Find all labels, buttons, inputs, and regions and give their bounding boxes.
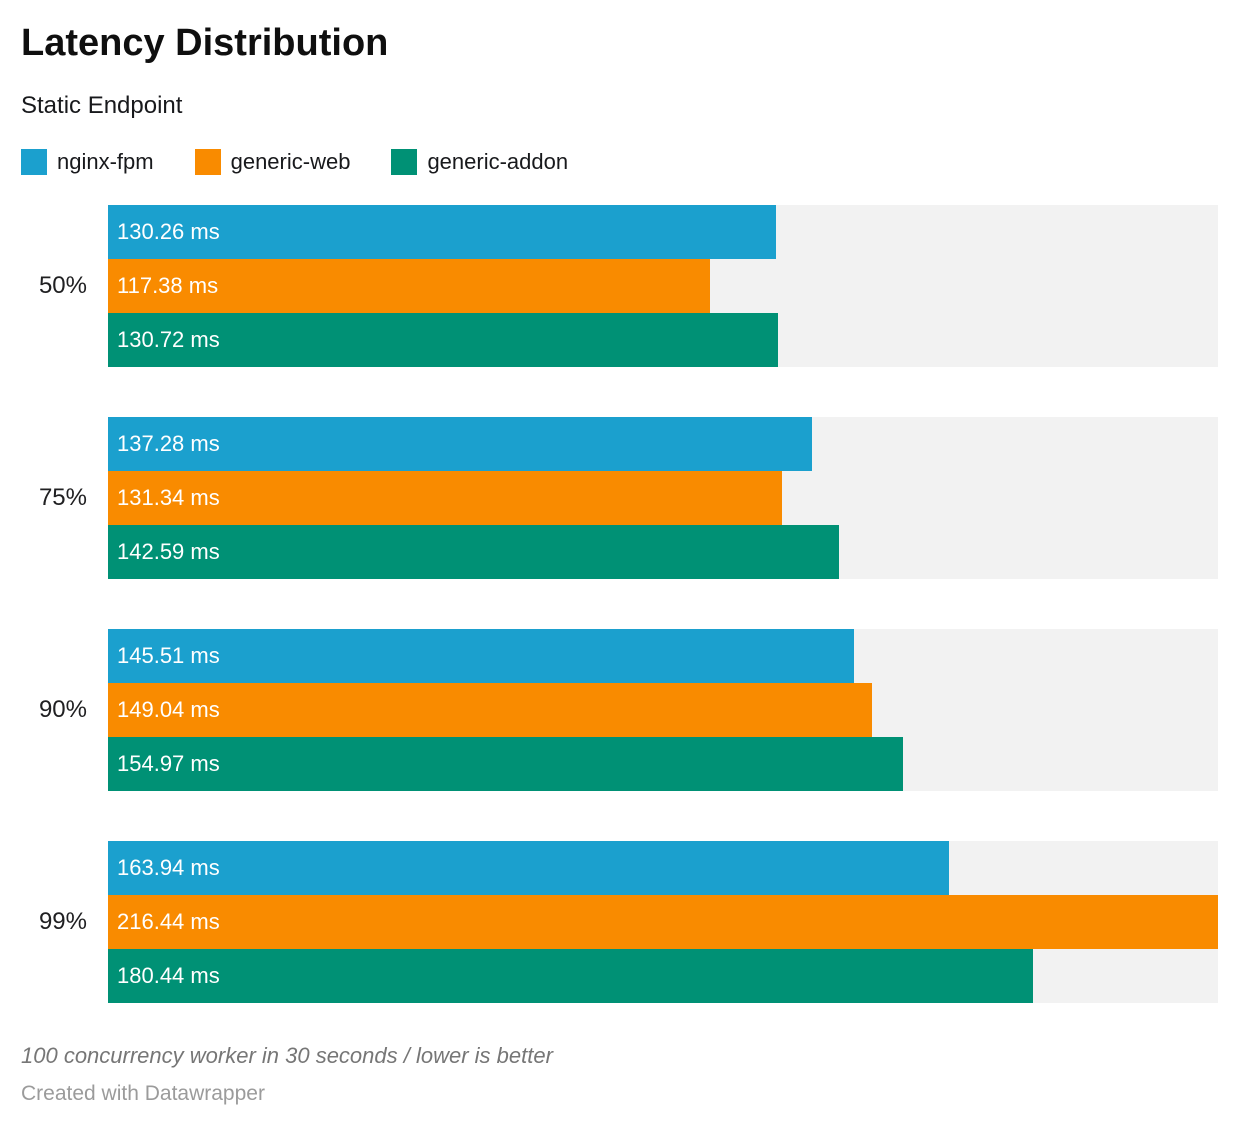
bar-generic-addon: 142.59 ms: [108, 525, 840, 579]
bar-nginx-fpm: 163.94 ms: [108, 841, 949, 895]
bar-value-label: 137.28 ms: [117, 431, 220, 456]
bar-generic-web: 216.44 ms: [108, 895, 1218, 949]
bar-value-label: 130.72 ms: [117, 327, 220, 352]
bar-value-label: 216.44 ms: [117, 909, 220, 934]
bar-row: 145.51 ms: [108, 629, 1218, 683]
bar-row: 142.59 ms: [108, 525, 1218, 579]
bar-group-90: 90% 145.51 ms 149.04 ms 154.97 ms: [21, 629, 1218, 791]
chart-title: Latency Distribution: [21, 22, 389, 64]
bar-value-label: 142.59 ms: [117, 539, 220, 564]
bar-row: 149.04 ms: [108, 683, 1218, 737]
datawrapper-credit: Created with Datawrapper: [21, 1082, 265, 1105]
bar-value-label: 163.94 ms: [117, 855, 220, 880]
bar-nginx-fpm: 145.51 ms: [108, 629, 855, 683]
legend-swatch-icon: [21, 149, 47, 175]
bar-group-50: 50% 130.26 ms 117.38 ms 130.72 ms: [21, 205, 1218, 367]
bar-group-99: 99% 163.94 ms 216.44 ms 180.44 ms: [21, 841, 1218, 1003]
group-track: 145.51 ms 149.04 ms 154.97 ms: [108, 629, 1218, 791]
legend-item-generic-web: generic-web: [194, 148, 351, 176]
bar-row: 154.97 ms: [108, 737, 1218, 791]
bar-value-label: 117.38 ms: [117, 273, 219, 298]
chart-subtitle: Static Endpoint: [21, 92, 183, 119]
bar-value-label: 130.26 ms: [117, 219, 220, 244]
legend-item-generic-addon: generic-addon: [391, 148, 568, 176]
legend-label: nginx-fpm: [57, 149, 154, 174]
legend-label: generic-addon: [427, 149, 569, 174]
bar-row: 130.72 ms: [108, 313, 1218, 367]
bar-row: 137.28 ms: [108, 417, 1218, 471]
bar-value-label: 145.51 ms: [117, 643, 220, 668]
bar-nginx-fpm: 137.28 ms: [108, 417, 813, 471]
category-label: 90%: [38, 696, 87, 723]
group-track: 130.26 ms 117.38 ms 130.72 ms: [108, 205, 1218, 367]
bar-generic-addon: 154.97 ms: [108, 737, 903, 791]
bar-row: 117.38 ms: [108, 259, 1218, 313]
bar-value-label: 154.97 ms: [117, 751, 220, 776]
bar-row: 216.44 ms: [108, 895, 1218, 949]
bar-value-label: 131.34 ms: [117, 485, 220, 510]
legend-item-nginx-fpm: nginx-fpm: [21, 148, 154, 176]
legend-swatch-icon: [194, 149, 221, 175]
bar-group-75: 75% 137.28 ms 131.34 ms 142.59 ms: [21, 417, 1218, 579]
bar-value-label: 149.04 ms: [117, 697, 220, 722]
bar-generic-web: 131.34 ms: [108, 471, 782, 525]
legend-swatch-icon: [391, 149, 418, 175]
bar-nginx-fpm: 130.26 ms: [108, 205, 777, 259]
bar-row: 131.34 ms: [108, 471, 1218, 525]
category-label: 50%: [38, 272, 87, 299]
group-track: 163.94 ms 216.44 ms 180.44 ms: [108, 841, 1218, 1003]
group-track: 137.28 ms 131.34 ms 142.59 ms: [108, 417, 1218, 579]
bar-row: 180.44 ms: [108, 949, 1218, 1003]
bar-generic-web: 149.04 ms: [108, 683, 873, 737]
category-label: 75%: [38, 484, 87, 511]
bar-generic-web: 117.38 ms: [108, 259, 710, 313]
bar-row: 130.26 ms: [108, 205, 1218, 259]
bar-row: 163.94 ms: [108, 841, 1218, 895]
chart-notes: 100 concurrency worker in 30 seconds / l…: [21, 1043, 553, 1068]
bar-generic-addon: 130.72 ms: [108, 313, 779, 367]
bar-generic-addon: 180.44 ms: [108, 949, 1034, 1003]
bar-value-label: 180.44 ms: [117, 963, 220, 988]
category-label: 99%: [38, 908, 87, 935]
legend-label: generic-web: [230, 149, 351, 174]
legend: nginx-fpm generic-web generic-addon: [21, 148, 1218, 176]
plot-area: 50% 130.26 ms 117.38 ms 130.72 ms: [21, 205, 1218, 1003]
